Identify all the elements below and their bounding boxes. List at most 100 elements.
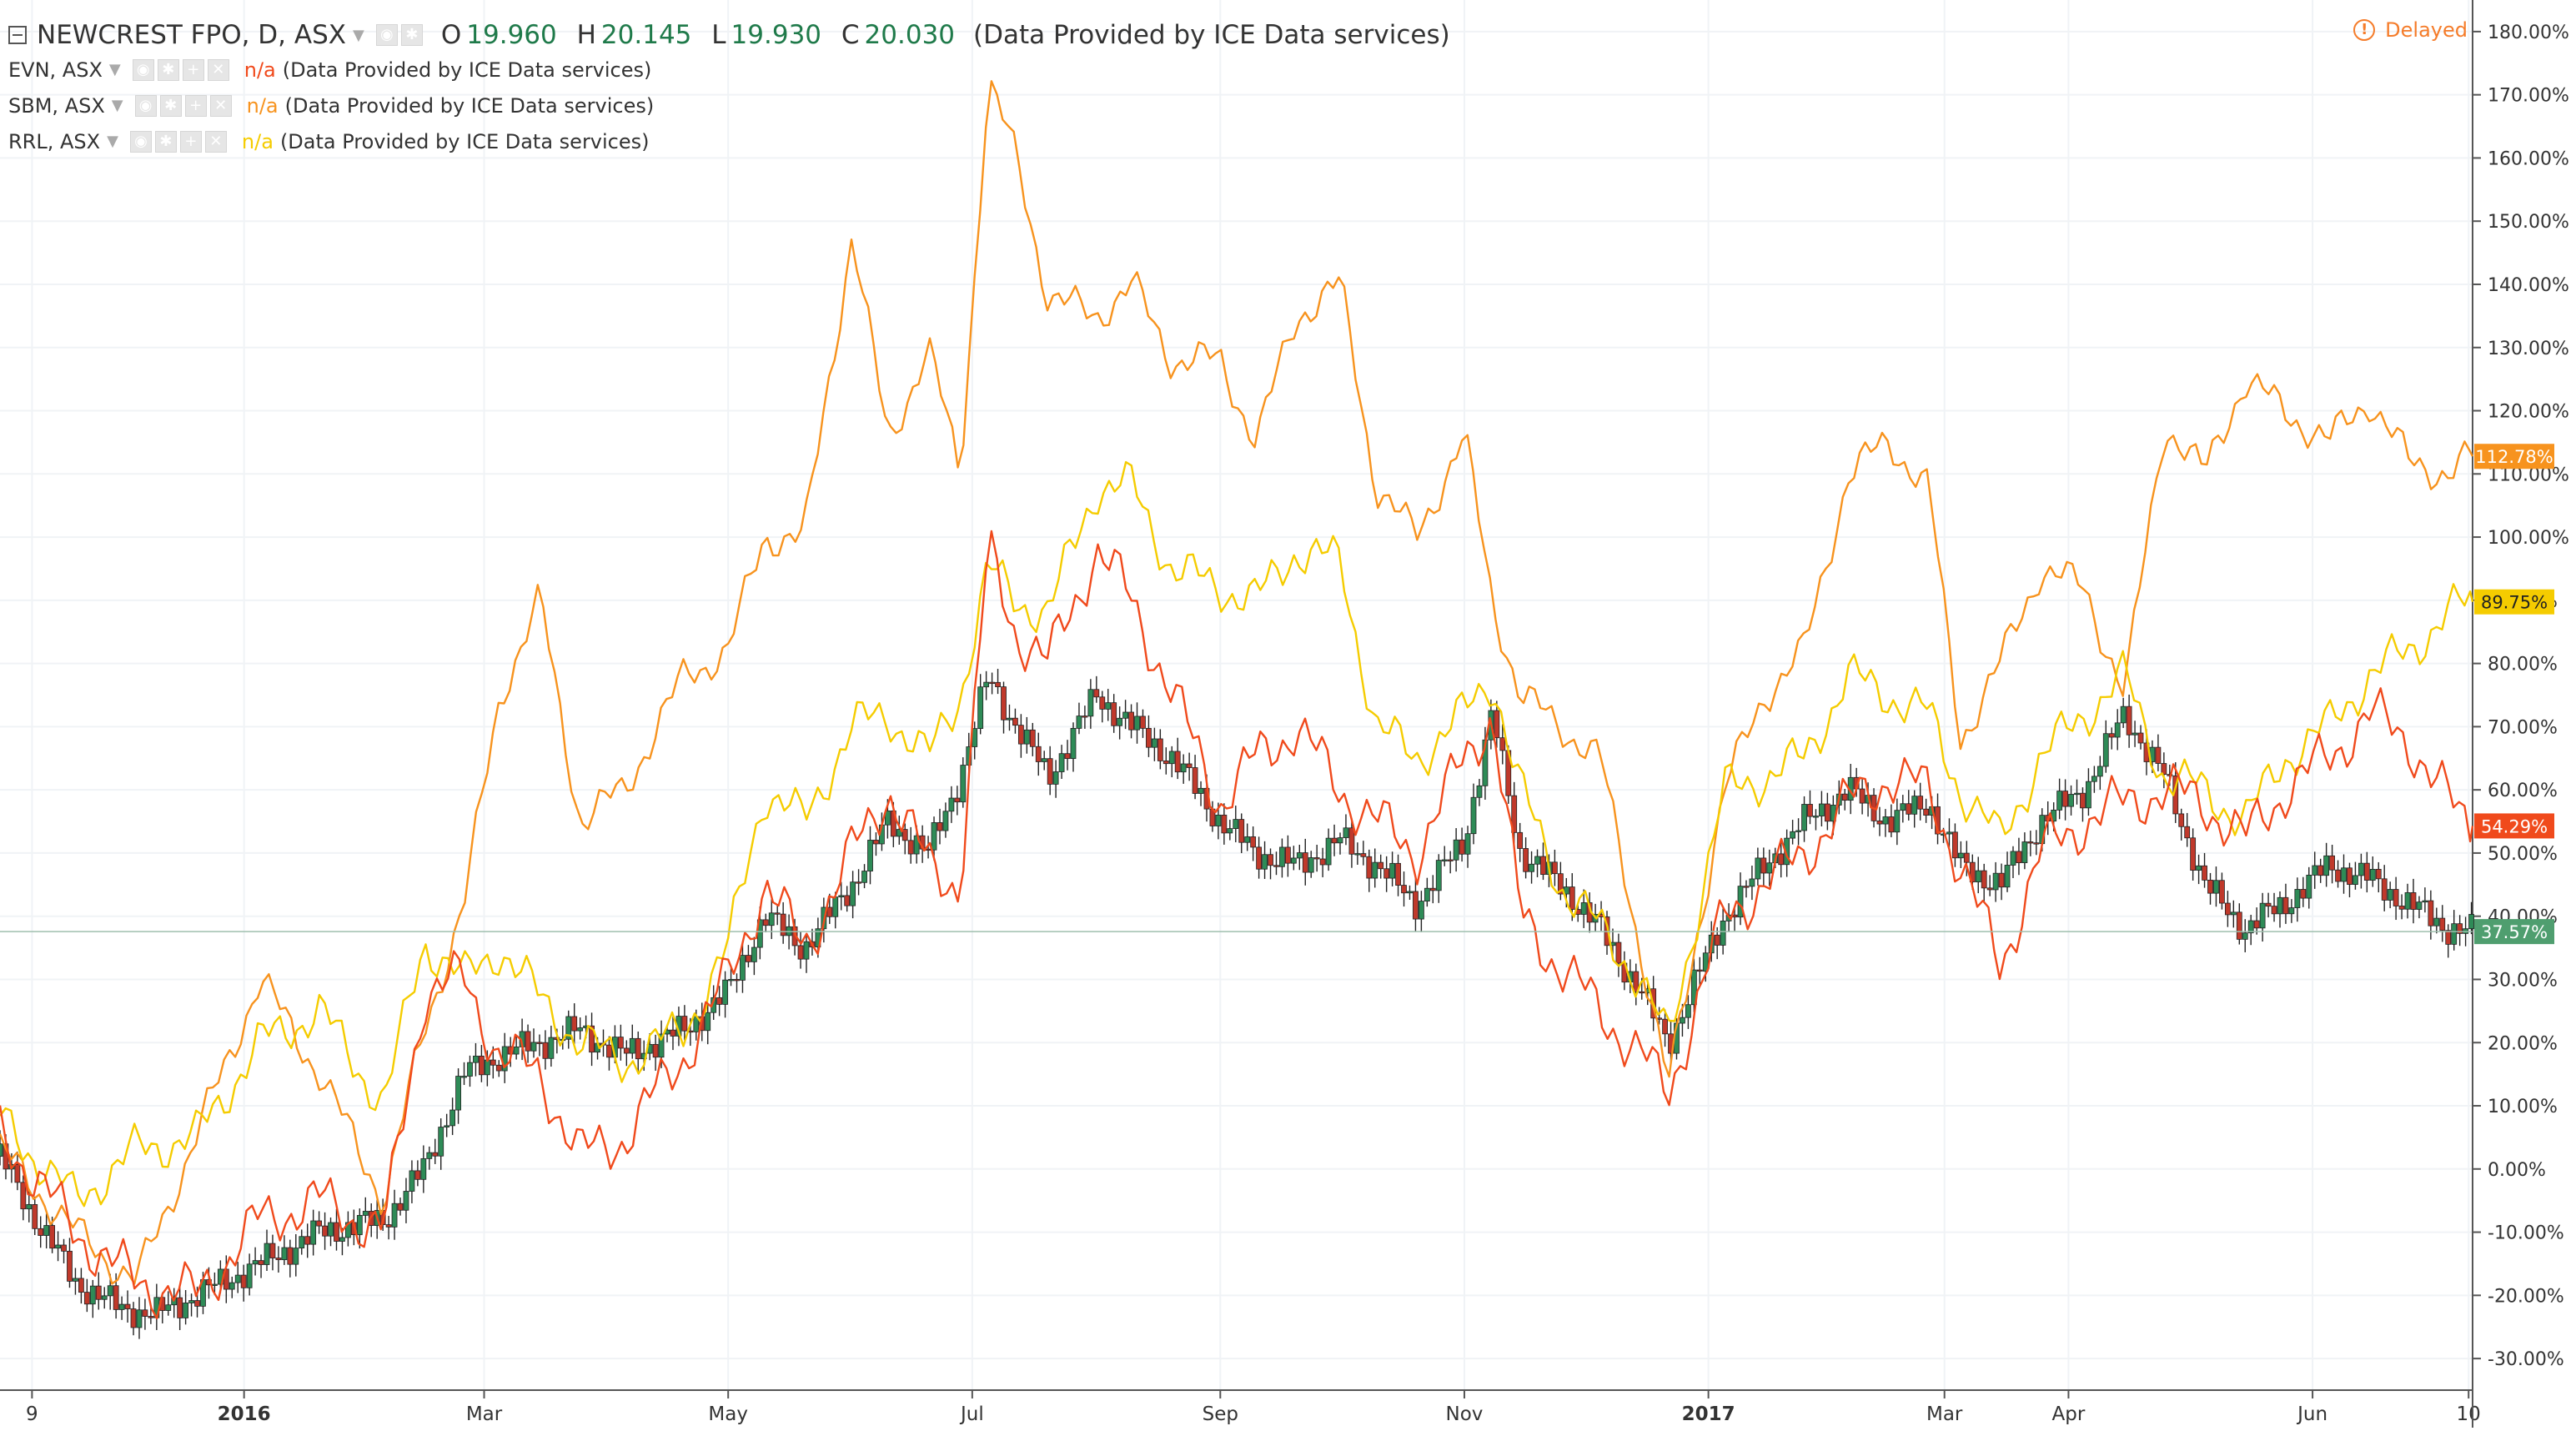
overlay-symbol-sbm[interactable]: SBM, ASX bbox=[8, 93, 105, 118]
candle-body bbox=[339, 1237, 345, 1242]
candle-body bbox=[2207, 879, 2213, 894]
candle-body bbox=[896, 829, 902, 837]
close-icon[interactable]: ✕ bbox=[209, 94, 232, 117]
candle-body bbox=[1250, 836, 1257, 848]
candle-body bbox=[1076, 716, 1082, 729]
eye-icon[interactable]: ◉ bbox=[132, 58, 154, 81]
overlay-value-sbm: n/a bbox=[246, 93, 279, 118]
eye-icon[interactable]: ◉ bbox=[129, 130, 152, 153]
candle-body bbox=[1749, 878, 1755, 887]
candle-body bbox=[495, 1064, 502, 1072]
overlay-symbol-evn[interactable]: EVN, ASX bbox=[8, 58, 103, 82]
delayed-label: Delayed bbox=[2385, 18, 2468, 42]
caret-down-icon[interactable]: ▼ bbox=[111, 97, 123, 114]
candle-body bbox=[780, 913, 786, 936]
candle-body bbox=[2265, 902, 2272, 907]
candle-body bbox=[1418, 901, 1424, 920]
candle-body bbox=[240, 1274, 247, 1288]
candle-body bbox=[1551, 861, 1558, 875]
candle-body bbox=[1720, 921, 1726, 946]
plus-icon[interactable]: + bbox=[184, 94, 207, 117]
candle-body bbox=[2404, 892, 2411, 910]
candle-body bbox=[1047, 758, 1053, 785]
candle-body bbox=[2294, 889, 2301, 908]
candle-body bbox=[838, 895, 845, 898]
candle-body bbox=[826, 906, 833, 917]
delayed-indicator[interactable]: ! Delayed bbox=[2353, 18, 2468, 42]
plus-icon[interactable]: + bbox=[182, 58, 204, 81]
y-tick-label: 0.00% bbox=[2488, 1160, 2546, 1181]
series-line-evn bbox=[0, 530, 2474, 1320]
candle-body bbox=[1268, 854, 1273, 866]
candle-body bbox=[1511, 795, 1518, 833]
main-symbol-title[interactable]: NEWCREST FPO, D, ASX bbox=[37, 20, 347, 50]
candle-body bbox=[1714, 934, 1720, 946]
candle-body bbox=[293, 1248, 299, 1265]
candle-body bbox=[2341, 867, 2347, 882]
candle-body bbox=[2445, 930, 2452, 945]
candle-body bbox=[1174, 751, 1181, 773]
candle-body bbox=[1256, 846, 1263, 870]
candle-body bbox=[2271, 906, 2277, 915]
candle-body bbox=[20, 1182, 27, 1210]
candle-body bbox=[385, 1224, 392, 1228]
candle-body bbox=[2224, 902, 2231, 916]
candle-body bbox=[1615, 941, 1622, 964]
gear-icon[interactable]: ✱ bbox=[159, 94, 182, 117]
candle-body bbox=[1534, 856, 1540, 865]
candle-body bbox=[746, 955, 751, 962]
x-tick-label: Sep bbox=[1203, 1403, 1238, 1425]
candle-body bbox=[1134, 716, 1140, 731]
candle-body bbox=[652, 1043, 659, 1058]
candle-body bbox=[1383, 868, 1390, 879]
candle-body bbox=[1517, 831, 1524, 849]
candle-body bbox=[1389, 862, 1396, 879]
candle-body bbox=[728, 979, 734, 982]
candle-body bbox=[1337, 837, 1343, 844]
candle-body bbox=[2323, 855, 2330, 876]
candle-body bbox=[183, 1303, 189, 1318]
gear-icon[interactable]: ✱ bbox=[400, 24, 423, 46]
candle-body bbox=[942, 811, 949, 831]
candle-body bbox=[455, 1076, 461, 1111]
candle-body bbox=[2021, 841, 2028, 863]
candle-body bbox=[548, 1037, 555, 1059]
candle-body bbox=[1087, 689, 1094, 717]
candle-body bbox=[722, 979, 728, 1005]
candle-body bbox=[275, 1258, 282, 1261]
candle-body bbox=[617, 1037, 624, 1049]
candle-body bbox=[1001, 686, 1007, 721]
candle-body bbox=[1308, 857, 1314, 873]
candle-body bbox=[1685, 1004, 1691, 1018]
y-tick-label: 130.00% bbox=[2488, 339, 2569, 359]
price-label-newcrest: 37.57% bbox=[2481, 922, 2548, 942]
candle-body bbox=[2312, 865, 2318, 876]
candle-body bbox=[73, 1278, 78, 1282]
candle-body bbox=[577, 1027, 584, 1032]
candle-body bbox=[403, 1191, 409, 1211]
caret-down-icon[interactable]: ▼ bbox=[108, 61, 121, 78]
caret-down-icon[interactable]: ▼ bbox=[107, 133, 118, 150]
plus-icon[interactable]: + bbox=[179, 130, 202, 153]
gear-icon[interactable]: ✱ bbox=[154, 130, 177, 153]
close-icon[interactable]: ✕ bbox=[204, 130, 227, 153]
candle-body bbox=[2363, 862, 2370, 881]
candle-body bbox=[734, 979, 740, 982]
candle-body bbox=[913, 835, 920, 855]
gear-icon[interactable]: ✱ bbox=[157, 58, 179, 81]
candle-body bbox=[1923, 808, 1930, 816]
candle-body bbox=[89, 1285, 96, 1305]
collapse-icon[interactable] bbox=[8, 26, 27, 44]
candle-body bbox=[1366, 856, 1373, 879]
eye-icon[interactable]: ◉ bbox=[134, 94, 157, 117]
eye-icon[interactable]: ◉ bbox=[375, 24, 398, 46]
candle-body bbox=[2300, 889, 2307, 899]
caret-down-icon[interactable]: ▼ bbox=[353, 26, 364, 44]
overlay-symbol-rrl[interactable]: RRL, ASX bbox=[8, 129, 101, 153]
candle-body bbox=[1499, 737, 1506, 751]
close-icon[interactable]: ✕ bbox=[207, 58, 229, 81]
overlay-value-evn: n/a bbox=[244, 58, 276, 82]
candle-body bbox=[1795, 830, 1801, 832]
candle-body bbox=[907, 840, 914, 855]
